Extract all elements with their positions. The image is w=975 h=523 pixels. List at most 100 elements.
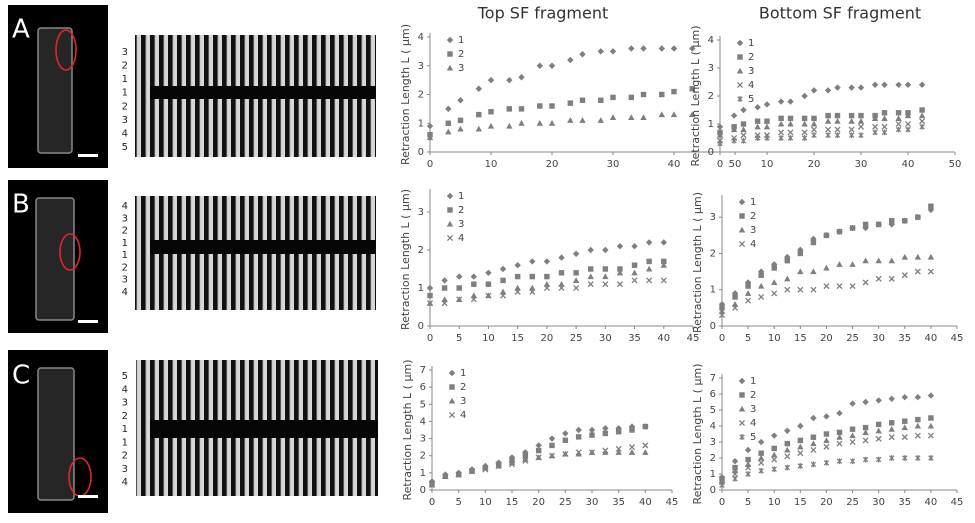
data-point xyxy=(895,110,902,116)
y-tick-label: 2 xyxy=(710,248,716,259)
x-tick-label: 35 xyxy=(898,497,911,508)
data-point xyxy=(823,443,830,450)
data-point xyxy=(914,253,922,260)
legend-label: 2 xyxy=(460,382,466,393)
legend-label: 1 xyxy=(458,35,464,46)
legend-marker xyxy=(738,240,746,248)
data-point xyxy=(506,106,513,112)
data-point xyxy=(536,120,543,126)
data-point xyxy=(730,112,738,119)
data-point xyxy=(628,45,635,52)
data-point xyxy=(927,432,934,439)
data-point xyxy=(745,464,752,471)
data-point xyxy=(658,111,665,118)
column-title: Bottom SF fragment xyxy=(759,4,921,23)
data-point xyxy=(428,481,436,488)
x-tick-label: 25 xyxy=(846,333,859,344)
data-point xyxy=(514,262,521,269)
data-point xyxy=(740,137,747,144)
cell-image xyxy=(8,350,108,513)
data-point xyxy=(487,76,495,84)
data-point xyxy=(579,97,586,103)
data-point xyxy=(518,120,525,126)
panel-label: C xyxy=(12,361,30,391)
x-tick-label: 25 xyxy=(559,497,572,508)
data-point xyxy=(671,88,677,95)
data-point xyxy=(754,118,761,124)
data-point xyxy=(579,51,586,58)
y-tick-label: 4 xyxy=(710,421,716,432)
data-point xyxy=(529,273,535,280)
data-point xyxy=(441,285,448,291)
kymograph-label: 1 xyxy=(122,250,128,261)
data-point xyxy=(836,458,843,465)
data-point xyxy=(797,437,804,444)
data-point xyxy=(857,118,865,124)
data-point xyxy=(441,296,448,302)
legend-marker xyxy=(737,54,743,60)
data-point xyxy=(732,304,739,311)
kymograph-label: 5 xyxy=(122,142,128,153)
data-point xyxy=(928,203,934,209)
data-point xyxy=(732,475,738,482)
x-tick-label: 40 xyxy=(902,159,915,170)
data-point xyxy=(628,444,636,451)
data-point xyxy=(927,392,935,399)
data-point xyxy=(810,87,818,94)
data-point xyxy=(824,118,832,124)
data-point xyxy=(575,449,582,456)
data-point xyxy=(919,107,925,113)
data-point xyxy=(771,290,778,297)
data-point xyxy=(764,135,770,141)
legend-label: 3 xyxy=(458,219,464,230)
data-point xyxy=(757,438,765,446)
kymograph-label: 4 xyxy=(122,128,128,139)
data-point xyxy=(915,416,921,423)
data-point xyxy=(628,449,636,455)
data-point xyxy=(575,426,582,434)
data-point xyxy=(881,123,888,130)
legend-label: 4 xyxy=(458,233,464,244)
data-point xyxy=(787,115,794,122)
x-tick-label: 25 xyxy=(846,497,859,508)
x-tick-label: 50 xyxy=(949,159,962,170)
data-point xyxy=(587,246,594,254)
data-point xyxy=(810,120,818,127)
data-point xyxy=(609,114,617,121)
data-point xyxy=(927,422,935,429)
data-point xyxy=(825,132,831,139)
data-point xyxy=(500,292,507,299)
data-point xyxy=(732,294,738,300)
data-point xyxy=(631,262,638,268)
data-point xyxy=(904,112,912,119)
data-point xyxy=(771,456,778,463)
x-tick-label: 0 xyxy=(719,497,725,508)
legend-marker xyxy=(447,207,453,213)
data-point xyxy=(895,120,902,128)
legend-marker xyxy=(446,192,454,200)
data-point xyxy=(573,284,580,292)
x-tick-label: 45 xyxy=(951,333,964,344)
data-point xyxy=(514,273,521,280)
data-point xyxy=(716,132,724,138)
data-point xyxy=(824,87,832,94)
data-point xyxy=(862,221,869,228)
data-point xyxy=(857,84,865,91)
data-point xyxy=(810,286,817,293)
y-tick-label: 2 xyxy=(420,451,426,462)
data-point xyxy=(548,435,556,442)
data-point xyxy=(456,285,462,291)
data-point xyxy=(871,81,879,88)
data-point xyxy=(754,104,761,111)
data-point xyxy=(849,432,856,439)
data-point xyxy=(744,446,752,454)
y-tick-label: 0 xyxy=(710,485,716,496)
kymograph-label: 3 xyxy=(122,115,128,126)
data-point xyxy=(572,277,580,283)
data-point xyxy=(849,225,856,231)
data-point xyxy=(587,281,594,288)
y-axis-label: Retraction Length L ( µm) xyxy=(399,189,412,330)
data-point xyxy=(456,273,463,280)
data-point xyxy=(499,288,507,295)
